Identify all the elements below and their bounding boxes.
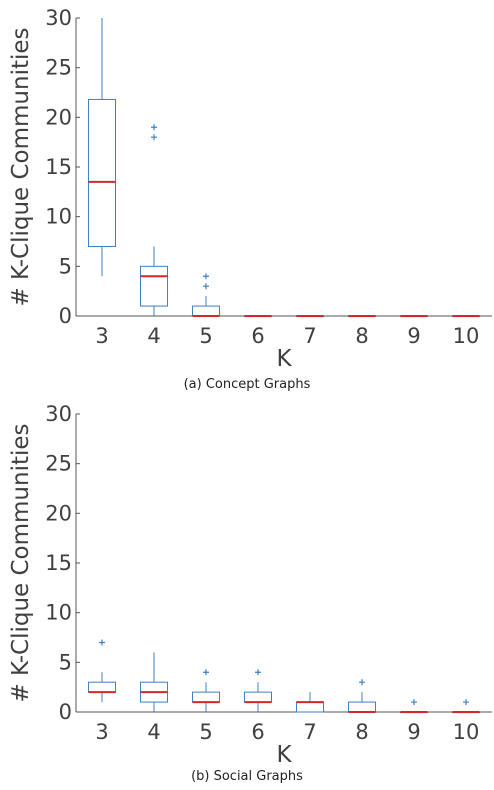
box-k-5 [191,273,221,317]
box-k-9 [399,699,429,714]
box-k-6 [243,315,273,318]
x-tick-label: 7 [303,720,316,744]
box-k-10 [451,699,481,714]
chart-panel-b: 0 5 10 15 20 25 30 3 4 5 6 7 8 9 10 K # K-Clique Communi… [8,402,492,784]
box-k-4 [139,652,169,712]
y-tick-label: 5 [59,650,72,674]
box-iqr [191,305,221,317]
box-iqr [87,98,117,247]
box-k-7 [295,692,325,713]
x-tick-label: 6 [251,324,264,348]
y-tick-label: 15 [45,155,72,179]
x-tick-label: 7 [303,324,316,348]
box-k-3 [87,639,117,703]
y-tick-label: 25 [45,452,72,476]
y-axis-label: # K-Clique Communities [8,27,34,306]
x-tick-label: 10 [453,324,480,348]
figure-caption: (a) Concept Graphs [184,377,311,392]
box-k-8 [347,679,377,713]
box-iqr [139,265,169,307]
x-tick-label: 8 [355,720,368,744]
chart-panel-a: 0 5 10 15 20 25 30 3 4 5 6 7 8 9 10 K # K-Clique Communi… [8,6,492,392]
x-tick-label: 9 [407,720,420,744]
x-tick-label: 4 [147,720,160,744]
box-k-7 [295,315,325,318]
outlier-point [151,124,157,131]
figure-caption: (b) Social Graphs [191,769,303,784]
outlier-point [151,134,157,141]
box-k-6 [243,669,273,712]
outlier-point [203,283,209,290]
x-tick-label: 5 [199,324,212,348]
x-tick-label: 9 [407,324,420,348]
y-tick-label: 10 [45,205,72,229]
y-tick-label: 20 [45,105,72,129]
x-tick-label: 8 [355,324,368,348]
y-tick-label: 30 [45,6,72,30]
x-tick-label: 6 [251,720,264,744]
y-tick-label: 20 [45,501,72,525]
y-tick-label: 5 [59,254,72,278]
y-tick-label: 15 [45,551,72,575]
x-axis-label: K [276,346,292,372]
outlier-point [411,699,417,706]
x-tick-label: 10 [453,720,480,744]
box-k-8 [347,315,377,318]
box-k-9 [399,315,429,318]
y-axis-label: # K-Clique Communities [8,423,34,702]
outlier-point [203,669,209,676]
box-k-3 [87,18,117,277]
outlier-point [359,679,365,686]
box-iqr [87,681,117,693]
x-tick-label: 3 [95,324,108,348]
x-tick-label: 5 [199,720,212,744]
y-tick-label: 30 [45,402,72,426]
box-iqr [191,691,221,703]
y-tick-label: 25 [45,56,72,80]
box-iqr [295,701,325,713]
box-k-4 [139,124,169,316]
x-axis-label: K [276,742,292,768]
outlier-point [255,669,261,676]
y-tick-label: 0 [59,700,72,724]
box-k-5 [191,669,221,712]
outlier-point [99,639,105,646]
y-tick-label: 10 [45,601,72,625]
outlier-point [203,273,209,280]
x-tick-label: 4 [147,324,160,348]
box-iqr [243,691,273,703]
x-tick-label: 3 [95,720,108,744]
y-tick-label: 0 [59,304,72,328]
outlier-point [463,699,469,706]
box-iqr [347,701,377,713]
box-k-10 [451,315,481,318]
